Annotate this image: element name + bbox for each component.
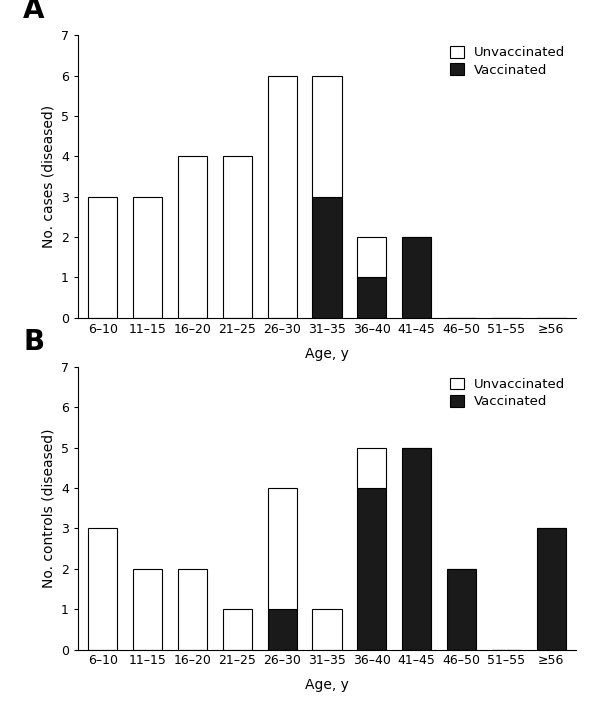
Y-axis label: No. cases (diseased): No. cases (diseased): [41, 105, 55, 248]
Text: A: A: [23, 0, 45, 24]
Bar: [313, 197, 341, 318]
Bar: [268, 488, 297, 609]
Bar: [133, 197, 162, 318]
Bar: [88, 529, 117, 650]
Bar: [357, 277, 386, 318]
Bar: [268, 76, 297, 318]
Text: B: B: [23, 328, 44, 356]
Bar: [223, 609, 252, 650]
Bar: [223, 156, 252, 318]
Bar: [537, 529, 566, 650]
Bar: [133, 569, 162, 650]
Bar: [402, 237, 431, 318]
Bar: [402, 448, 431, 650]
Bar: [357, 237, 386, 277]
Bar: [447, 569, 476, 650]
Bar: [178, 569, 207, 650]
Bar: [357, 448, 386, 488]
Bar: [88, 197, 117, 318]
Legend: Unvaccinated, Vaccinated: Unvaccinated, Vaccinated: [446, 42, 569, 80]
X-axis label: Age, y: Age, y: [305, 347, 349, 361]
Y-axis label: No. controls (diseased): No. controls (diseased): [41, 429, 55, 588]
Legend: Unvaccinated, Vaccinated: Unvaccinated, Vaccinated: [446, 373, 569, 412]
Bar: [313, 76, 341, 197]
Bar: [357, 488, 386, 650]
X-axis label: Age, y: Age, y: [305, 678, 349, 693]
Bar: [178, 156, 207, 318]
Bar: [268, 609, 297, 650]
Bar: [313, 609, 341, 650]
